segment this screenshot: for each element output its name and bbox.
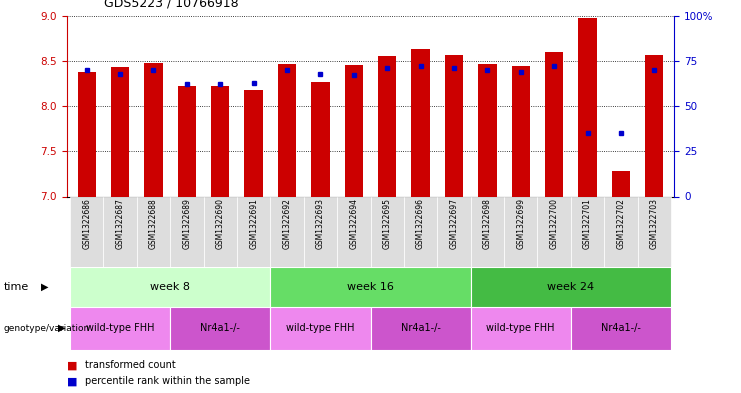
Text: GSM1322699: GSM1322699 (516, 198, 525, 249)
Text: week 16: week 16 (347, 282, 394, 292)
Bar (178, 86, 196, 196)
Text: GSM1322687: GSM1322687 (116, 198, 124, 249)
Bar (245, 90, 263, 196)
Text: GSM1322686: GSM1322686 (82, 198, 91, 249)
Bar (270, 307, 370, 350)
Bar (404, 196, 437, 267)
Text: ▶: ▶ (41, 282, 48, 292)
Text: week 24: week 24 (548, 282, 594, 292)
Text: week 8: week 8 (150, 282, 190, 292)
Bar (70, 267, 270, 307)
Text: transformed count: transformed count (85, 360, 176, 371)
Bar (237, 196, 270, 267)
Text: time: time (4, 282, 29, 292)
Text: Nr4a1-/-: Nr4a1-/- (200, 323, 240, 333)
Text: ■: ■ (67, 360, 77, 371)
Text: GSM1322703: GSM1322703 (650, 198, 659, 249)
Bar (204, 196, 237, 267)
Bar (370, 196, 404, 267)
Bar (144, 63, 163, 196)
Bar (137, 196, 170, 267)
Bar (311, 82, 330, 196)
Text: GSM1322693: GSM1322693 (316, 198, 325, 249)
Bar (170, 307, 270, 350)
Bar (104, 196, 137, 267)
Bar (604, 196, 637, 267)
Text: GSM1322701: GSM1322701 (583, 198, 592, 249)
Bar (471, 196, 504, 267)
Text: GSM1322694: GSM1322694 (349, 198, 359, 249)
Text: GSM1322688: GSM1322688 (149, 198, 158, 249)
Text: GSM1322695: GSM1322695 (382, 198, 392, 249)
Bar (637, 196, 671, 267)
Bar (571, 307, 671, 350)
Text: wild-type FHH: wild-type FHH (286, 323, 355, 333)
Text: Nr4a1-/-: Nr4a1-/- (601, 323, 641, 333)
Bar (571, 196, 604, 267)
Text: GSM1322689: GSM1322689 (182, 198, 191, 249)
Text: ▶: ▶ (58, 323, 65, 333)
Text: Nr4a1-/-: Nr4a1-/- (401, 323, 440, 333)
Bar (411, 49, 430, 196)
Bar (471, 307, 571, 350)
Text: GSM1322698: GSM1322698 (483, 198, 492, 249)
Text: percentile rank within the sample: percentile rank within the sample (85, 376, 250, 386)
Text: GSM1322690: GSM1322690 (216, 198, 225, 249)
Text: GSM1322702: GSM1322702 (617, 198, 625, 249)
Text: GSM1322696: GSM1322696 (416, 198, 425, 249)
Bar (378, 56, 396, 196)
Bar (612, 171, 630, 196)
Text: GSM1322691: GSM1322691 (249, 198, 258, 249)
Bar (511, 66, 530, 196)
Bar (545, 52, 563, 196)
Bar (111, 67, 129, 196)
Text: ■: ■ (67, 376, 77, 386)
Bar (70, 196, 104, 267)
Text: genotype/variation: genotype/variation (4, 324, 90, 332)
Text: GSM1322697: GSM1322697 (450, 198, 459, 249)
Text: wild-type FHH: wild-type FHH (86, 323, 154, 333)
Bar (537, 196, 571, 267)
Bar (370, 307, 471, 350)
Text: wild-type FHH: wild-type FHH (487, 323, 555, 333)
Bar (70, 307, 170, 350)
Bar (504, 196, 537, 267)
Bar (437, 196, 471, 267)
Bar (445, 55, 463, 196)
Bar (471, 267, 671, 307)
Bar (645, 55, 663, 196)
Bar (337, 196, 370, 267)
Bar (170, 196, 204, 267)
Bar (270, 196, 304, 267)
Bar (78, 72, 96, 196)
Text: GDS5223 / 10766918: GDS5223 / 10766918 (104, 0, 239, 10)
Bar (211, 86, 230, 196)
Bar (278, 64, 296, 196)
Bar (304, 196, 337, 267)
Bar (578, 18, 597, 196)
Bar (270, 267, 471, 307)
Bar (478, 64, 496, 196)
Text: GSM1322692: GSM1322692 (282, 198, 291, 249)
Text: GSM1322700: GSM1322700 (550, 198, 559, 249)
Bar (345, 66, 363, 196)
